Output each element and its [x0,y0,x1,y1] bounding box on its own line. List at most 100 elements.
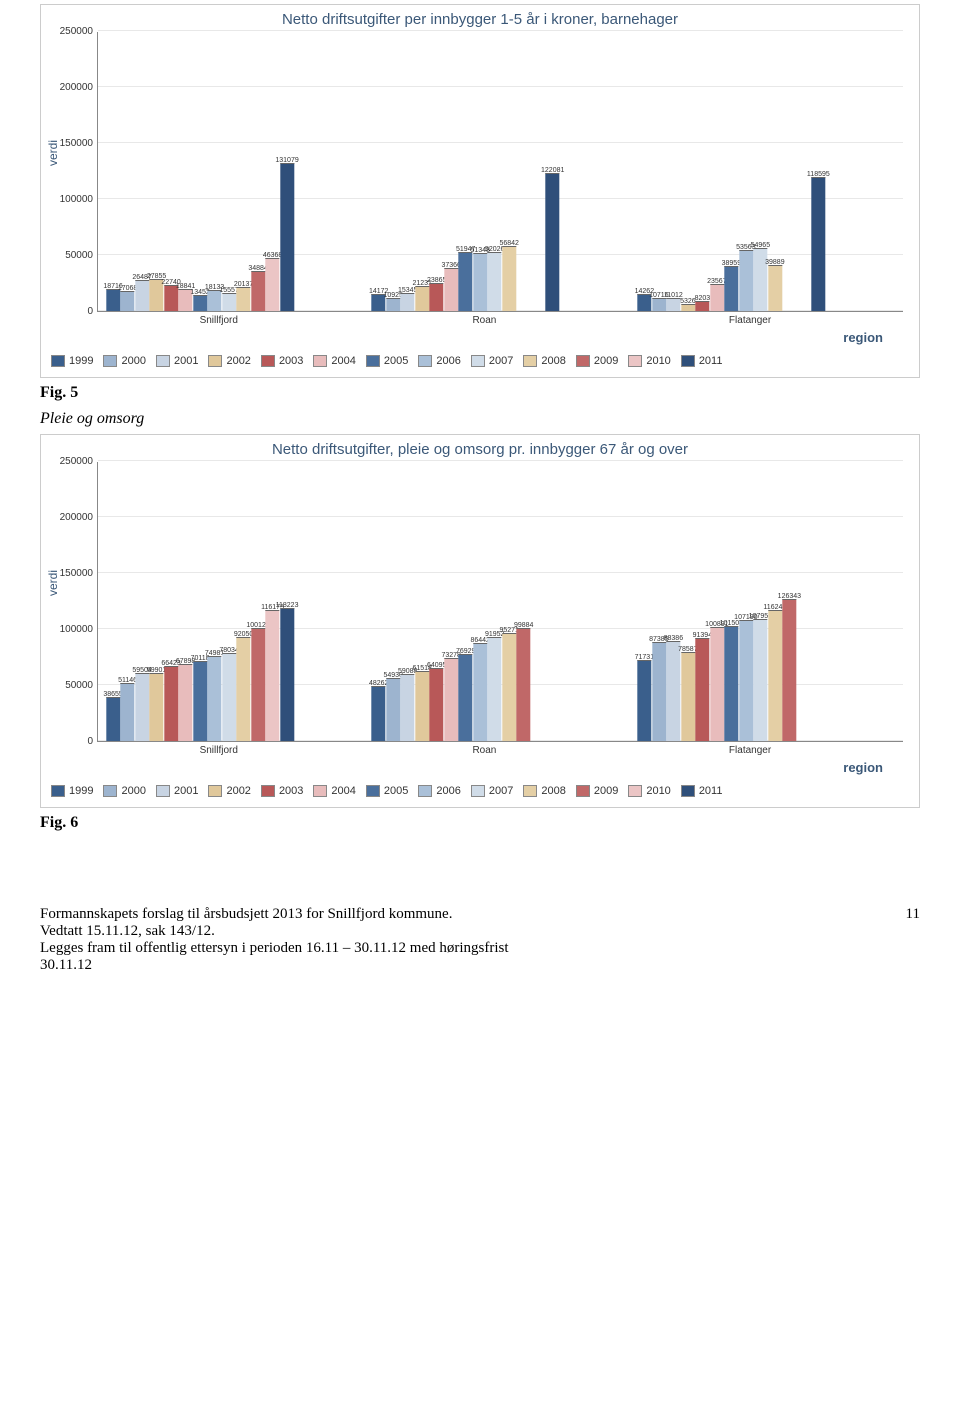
bar-value-label: 131079 [275,157,298,164]
bar: 78034 [222,653,236,741]
chart1-legend: 1999200020012002200320042005200620072008… [47,351,913,371]
chart2-title: Netto driftsutgifter, pleie og omsorg pr… [47,441,913,458]
legend-year: 2011 [699,355,723,367]
legend-year: 2002 [226,355,250,367]
legend-item: 2009 [576,355,618,367]
bar: 46368 [266,258,280,311]
bar-value-label: 122081 [541,167,564,174]
bar: 5326 [681,304,695,311]
legend-item: 2011 [681,785,723,797]
bar: 17068 [121,291,135,311]
bar: 70118 [193,661,207,741]
chart1-plot: verdi 1871617068264872785522740188411345… [97,32,903,312]
y-tick: 200000 [53,82,93,93]
bar: 15557 [222,293,236,311]
bar: 10925 [386,298,400,311]
bar: 100126 [251,628,265,741]
bar: 39889 [768,265,782,311]
bar-group: 4826254930590886151864095732787692986442… [372,628,597,741]
bar-value-label: 56842 [499,240,518,247]
bar: 10716 [652,298,666,311]
bar: 67898 [179,664,193,741]
legend-year: 2007 [489,355,513,367]
legend-swatch [681,785,695,797]
y-tick: 100000 [53,194,93,205]
legend-year: 2004 [331,785,355,797]
x-axis-region-label: Roan [472,315,496,326]
legend-swatch [51,785,65,797]
bar-value-label: 5326 [680,298,696,305]
y-tick: 100000 [53,624,93,635]
bar: 52026 [488,252,502,311]
bar: 74981 [208,656,222,741]
footer-line2: Vedtatt 15.11.12, sak 143/12. [40,923,920,940]
legend-swatch [156,355,170,367]
legend-year: 2011 [699,785,723,797]
bar: 78587 [681,652,695,741]
chart-pleie-omsorg: Netto driftsutgifter, pleie og omsorg pr… [40,434,920,808]
bar-group: 7173187385883867858791394100891101504107… [637,599,862,742]
legend-item: 2005 [366,355,408,367]
legend-year: 2004 [331,355,355,367]
chart2-legend: 1999200020012002200320042005200620072008… [47,781,913,801]
page-footer: Formannskapets forslag til årsbudsjett 2… [40,906,920,974]
legend-year: 2010 [646,355,670,367]
legend-swatch [313,785,327,797]
bar: 59901 [150,673,164,741]
legend-swatch [103,785,117,797]
fig6-caption: Fig. 6 [40,814,920,832]
bar: 37366 [444,268,458,311]
bar: 61518 [415,671,429,741]
bar: 99884 [517,628,531,741]
x-axis-region-label: Flatanger [729,315,771,326]
y-tick: 50000 [53,250,93,261]
legend-year: 2001 [174,785,198,797]
bar-value-label: 39889 [765,259,784,266]
x-axis-region-label: Flatanger [729,745,771,756]
legend-year: 2003 [279,785,303,797]
legend-item: 2010 [628,785,670,797]
bar: 71731 [637,660,651,741]
bar-value-label: 99884 [514,622,533,629]
legend-item: 2008 [523,785,565,797]
legend-item: 2009 [576,785,618,797]
legend-item: 2004 [313,355,355,367]
bar: 92050 [237,637,251,741]
legend-swatch [576,355,590,367]
y-tick: 250000 [53,26,93,37]
bar: 51947 [459,252,473,311]
fig5-caption: Fig. 5 [40,384,920,402]
legend-item: 2001 [156,355,198,367]
chart2-xlabel: region [47,760,883,775]
bar-group: 1871617068264872785522740188411345218133… [106,163,331,311]
legend-item: 1999 [51,785,93,797]
bar: 87385 [652,642,666,741]
bar: 59088 [401,674,415,741]
legend-year: 2000 [121,355,145,367]
legend-year: 2001 [174,355,198,367]
y-tick: 200000 [53,512,93,523]
legend-year: 2008 [541,355,565,367]
legend-item: 2001 [156,785,198,797]
legend-swatch [681,355,695,367]
bar: 91394 [695,638,709,741]
legend-swatch [418,355,432,367]
legend-swatch [523,355,537,367]
legend-swatch [51,355,65,367]
legend-item: 2008 [523,355,565,367]
legend-item: 2006 [418,785,460,797]
legend-year: 2005 [384,785,408,797]
y-tick: 0 [53,306,93,317]
bar: 15345 [401,293,415,311]
bar-group: 1426210716110125326820323567389595356354… [637,177,862,311]
legend-swatch [156,785,170,797]
bar: 51348 [473,253,487,312]
bar: 95271 [502,633,516,741]
legend-swatch [208,355,222,367]
footer-line4: 30.11.12 [40,957,920,974]
legend-item: 2005 [366,785,408,797]
legend-item: 2006 [418,355,460,367]
bar: 116247 [768,610,782,741]
bar: 118223 [280,608,294,741]
chart1-xlabel: region [47,330,883,345]
